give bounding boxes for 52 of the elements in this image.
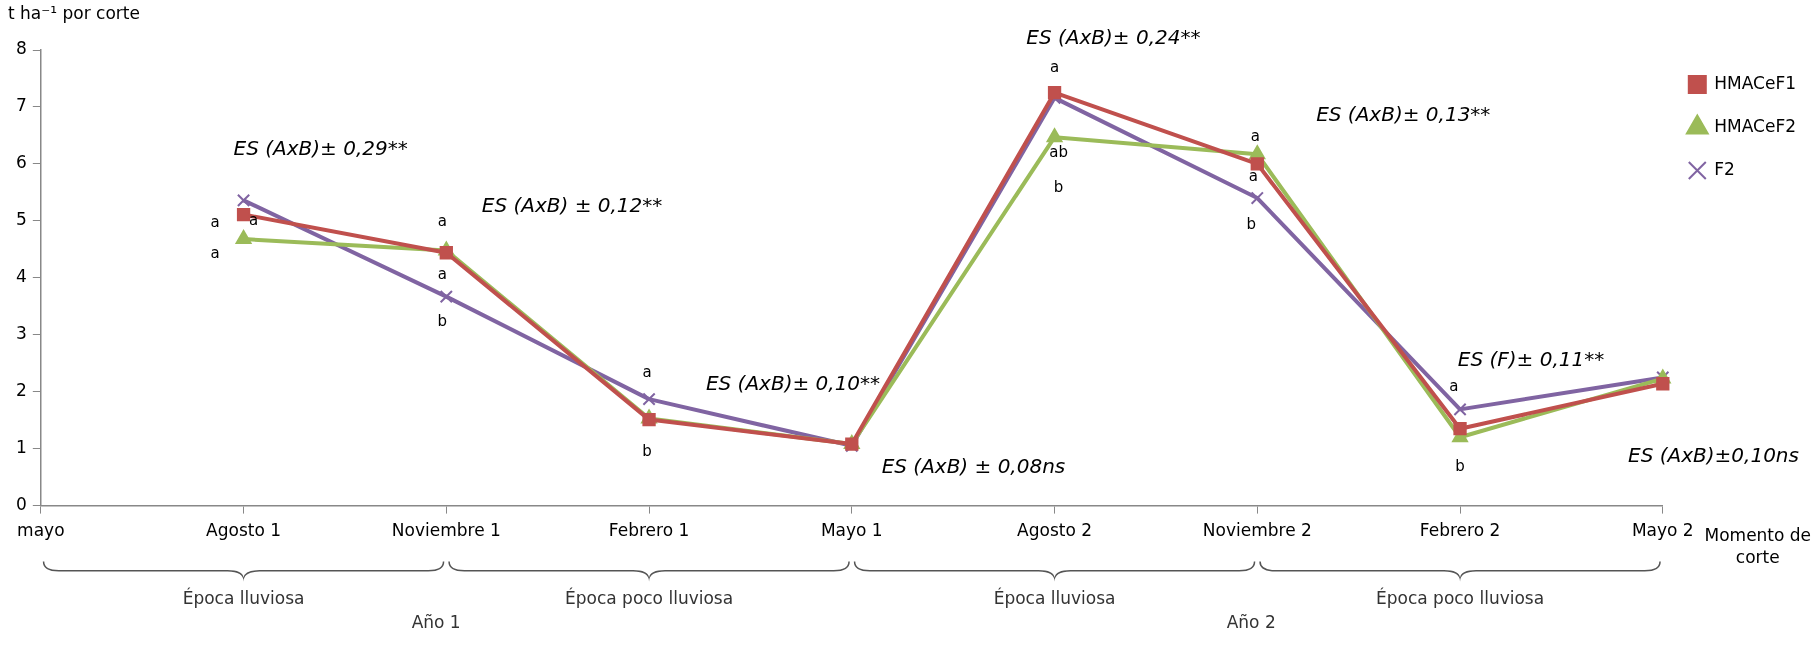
annotation: ES (AxB)±0,10ns — [1628, 442, 1799, 467]
text: Año 2 — [1226, 611, 1276, 632]
text: Época lluviosa — [182, 587, 305, 608]
legend-label: F2 — [1714, 158, 1735, 179]
text: Época poco lluviosa — [564, 587, 734, 608]
legend-label: HMACeF2 — [1714, 115, 1797, 136]
annotation: a — [437, 264, 447, 283]
annotation: ES (F)± 0,11** — [1457, 346, 1605, 371]
x-tick-label: Noviembre 2 — [1202, 520, 1312, 541]
text: Época lluviosa — [993, 587, 1116, 608]
x-axis-title: Momento de corte — [1704, 524, 1812, 567]
annotation: a — [437, 211, 447, 230]
y-tick-label: 3 — [15, 323, 27, 344]
annotation: a — [210, 243, 220, 262]
text: Época poco lluviosa — [1375, 587, 1545, 608]
annotation: ES (AxB) ± 0,08ns — [881, 453, 1066, 478]
annotation: ES (AxB) ± 0,12** — [481, 192, 663, 217]
y-tick-label: 2 — [15, 380, 27, 401]
text: Año 1 — [411, 611, 461, 632]
annotation: ab — [1049, 142, 1068, 161]
annotation: ES (AxB)± 0,13** — [1316, 101, 1491, 126]
y-tick-label: 6 — [15, 152, 27, 173]
annotation: a — [1248, 167, 1258, 186]
annotation: a — [642, 363, 652, 382]
x-tick-label: Mayo 1 — [820, 520, 883, 541]
x-tick-label: Agosto 2 — [1017, 520, 1093, 541]
x-tick-label: Mayo 2 — [1631, 520, 1694, 541]
annotation: ES (AxB)± 0,29** — [233, 136, 408, 161]
y-axis-title: t ha⁻¹ por corte — [8, 2, 140, 23]
y-tick-label: 0 — [15, 494, 27, 515]
annotation: b — [1053, 177, 1064, 196]
legend-label: HMACeF1 — [1714, 72, 1797, 93]
annotation: b — [642, 441, 652, 460]
y-tick-label: 5 — [15, 209, 27, 230]
annotation: a — [1449, 377, 1459, 396]
x-tick-label: Febrero 2 — [1419, 520, 1501, 541]
x-tick-label: Agosto 1 — [206, 520, 282, 541]
annotation: a — [1250, 127, 1260, 146]
annotation: b — [1246, 214, 1256, 233]
x-tick-label: Noviembre 1 — [391, 520, 501, 541]
text: ES (AxB)± 0,24** — [1026, 24, 1201, 49]
y-tick-label: 7 — [15, 95, 27, 116]
annotation: b — [1455, 457, 1465, 476]
annotation: b — [437, 312, 448, 331]
annotation: a — [210, 213, 220, 232]
y-tick-label: 4 — [15, 266, 27, 287]
x-tick-label: mayo — [17, 520, 65, 541]
annotation: ES (AxB)± 0,10** — [705, 371, 881, 396]
x-tick-label: Febrero 1 — [608, 520, 690, 541]
y-tick-label: 1 — [15, 437, 27, 458]
y-tick-label: 8 — [15, 38, 27, 59]
annotation: a — [1049, 58, 1060, 77]
